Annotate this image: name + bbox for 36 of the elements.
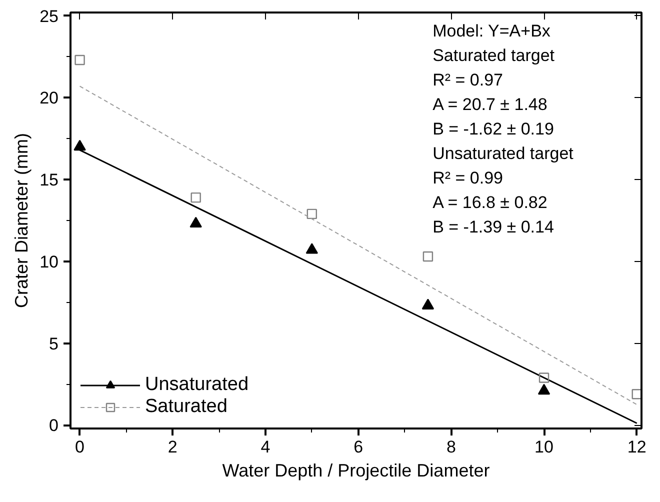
annotation: R² = 0.99 <box>432 168 504 188</box>
annotation: R² = 0.97 <box>432 70 504 90</box>
point <box>190 192 201 203</box>
point <box>306 208 317 220</box>
x-tick-label: 0 <box>75 438 85 456</box>
annotation: B = -1.62 ± 0.19 <box>432 120 554 138</box>
x-tick-label: 8 <box>446 438 456 456</box>
annotation: Model: Y=A+Bx <box>432 22 551 40</box>
y-tick-label: 15 <box>40 170 59 190</box>
point <box>422 298 434 310</box>
y-axis-title: Crater Diameter (mm) <box>12 132 32 308</box>
y-tick-label: 10 <box>40 252 59 272</box>
x-tick-label: 10 <box>534 438 554 456</box>
annotation: A = 16.8 ± 0.82 <box>432 193 548 212</box>
y-tick-label: 5 <box>49 334 59 354</box>
point <box>190 216 202 228</box>
y-tick-label: 25 <box>40 6 59 26</box>
point <box>306 243 318 254</box>
annotation: A = 20.7 ± 1.48 <box>432 95 548 114</box>
legend-label: Unsaturated <box>145 374 249 396</box>
y-tick-label: 0 <box>49 416 59 436</box>
y-tick-label: 20 <box>40 88 59 108</box>
x-tick-label: 4 <box>260 438 270 456</box>
legend-label: Saturated <box>145 396 228 418</box>
annotation: B = -1.39 ± 0.14 <box>432 218 554 236</box>
x-tick-label: 12 <box>627 438 646 456</box>
annotation: Unsaturated target <box>432 144 574 163</box>
point <box>74 54 85 66</box>
point <box>422 251 434 262</box>
x-tick-label: 6 <box>354 438 364 456</box>
x-axis-title: Water Depth / Projectile Diameter <box>222 460 490 480</box>
x-tick-label: 2 <box>168 438 178 456</box>
annotation: Saturated target <box>432 46 555 65</box>
point <box>538 384 550 395</box>
point <box>538 372 550 383</box>
point <box>74 140 86 151</box>
